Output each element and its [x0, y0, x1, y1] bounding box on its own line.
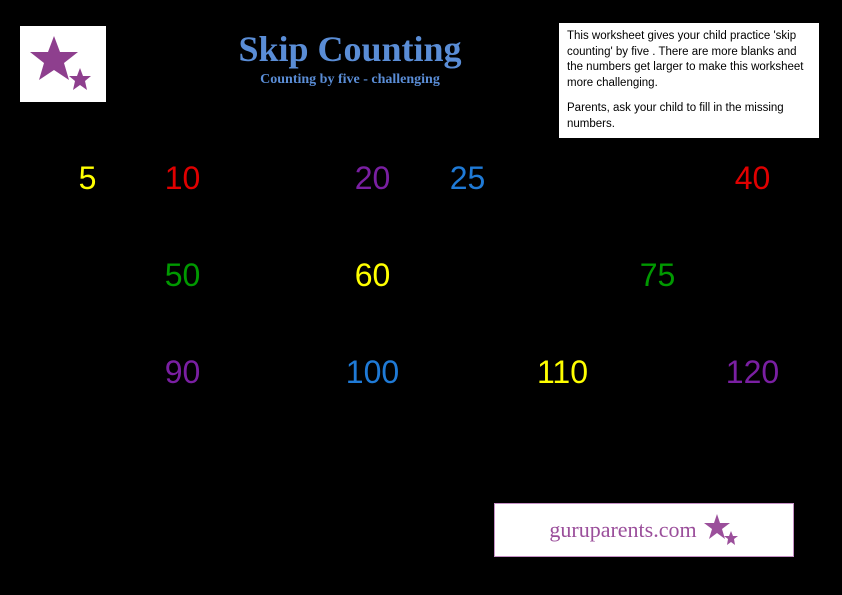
star-icon	[703, 513, 739, 547]
grid-cell	[230, 257, 325, 294]
grid-cell: 120	[705, 354, 800, 391]
grid-cell: 50	[135, 257, 230, 294]
grid-cell	[230, 160, 325, 197]
page-subtitle: Counting by five - challenging	[160, 72, 540, 88]
grid-row: 510 2025 40	[40, 160, 802, 197]
grid-cell: 25	[420, 160, 515, 197]
info-paragraph-1: This worksheet gives your child practice…	[567, 29, 811, 91]
grid-cell	[515, 160, 610, 197]
footer-logo: guruparents.com	[494, 503, 794, 557]
grid-row: 90 100 110 120	[40, 354, 802, 391]
grid-cell: 75	[610, 257, 705, 294]
grid-cell	[705, 257, 800, 294]
grid-cell	[610, 354, 705, 391]
grid-cell	[420, 354, 515, 391]
grid-cell: 20	[325, 160, 420, 197]
info-paragraph-2: Parents, ask your child to fill in the m…	[567, 101, 811, 132]
grid-cell: 5	[40, 160, 135, 197]
page-title: Skip Counting	[160, 28, 540, 70]
grid-cell	[40, 257, 135, 294]
info-box: This worksheet gives your child practice…	[558, 22, 820, 139]
grid-cell	[40, 354, 135, 391]
number-grid: 510 2025 40 50 60 75 90 100 110 120	[40, 160, 802, 451]
logo-box	[20, 26, 106, 102]
grid-cell: 10	[135, 160, 230, 197]
footer-text: guruparents.com	[549, 517, 696, 543]
grid-cell: 40	[705, 160, 800, 197]
grid-cell	[420, 257, 515, 294]
grid-cell: 90	[135, 354, 230, 391]
grid-cell: 60	[325, 257, 420, 294]
grid-cell: 110	[515, 354, 610, 391]
star-icon	[28, 34, 98, 94]
grid-cell	[610, 160, 705, 197]
grid-cell	[515, 257, 610, 294]
grid-cell: 100	[325, 354, 420, 391]
grid-row: 50 60 75	[40, 257, 802, 294]
title-block: Skip Counting Counting by five - challen…	[160, 28, 540, 88]
grid-cell	[230, 354, 325, 391]
